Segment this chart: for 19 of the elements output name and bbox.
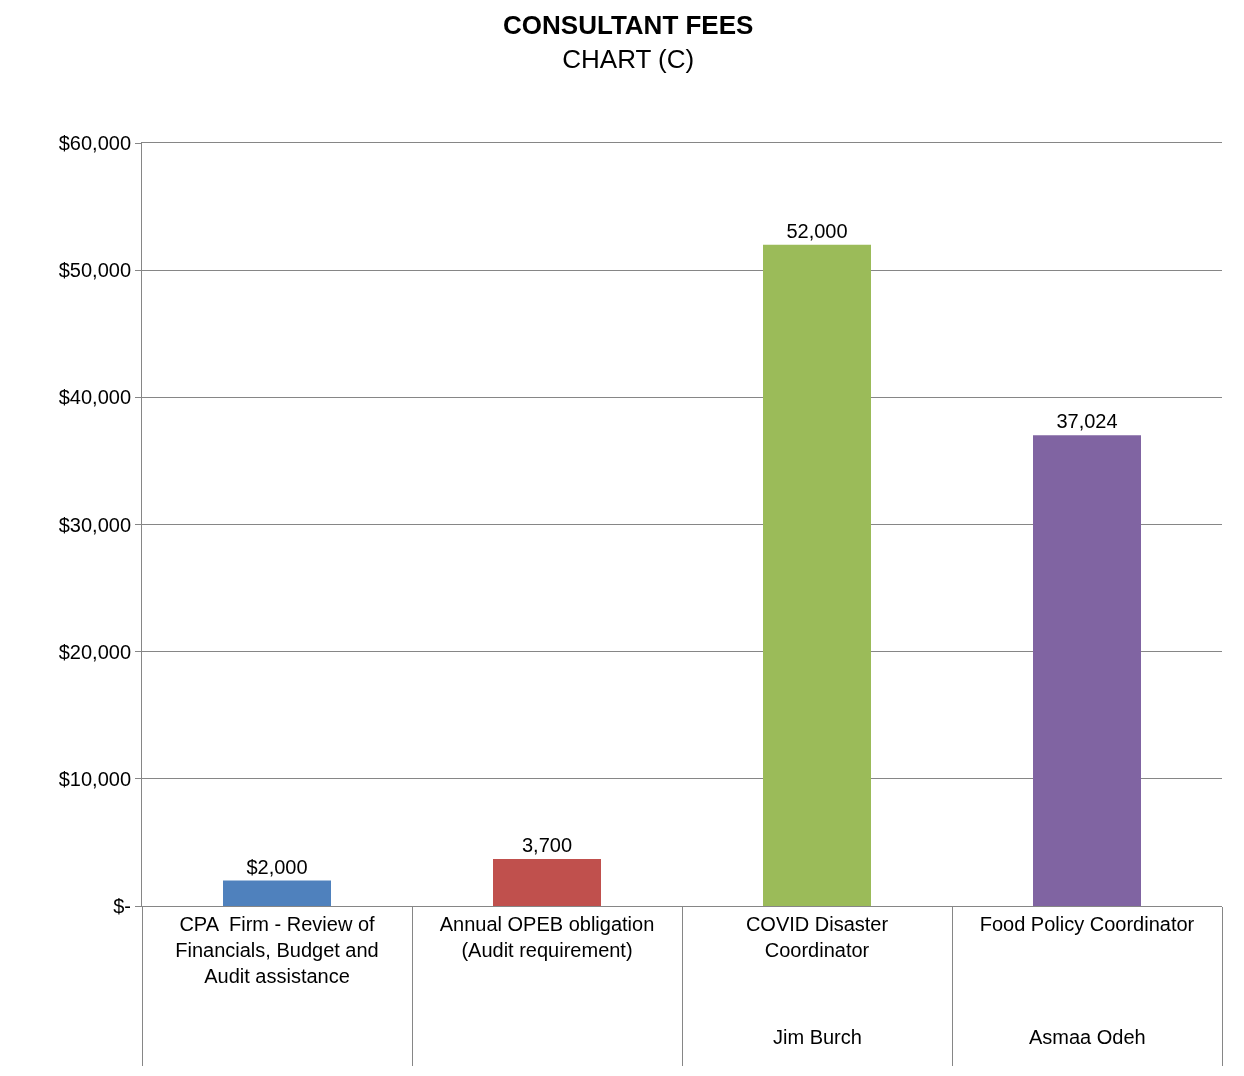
data-label: 3,700 xyxy=(521,833,573,856)
chart-title: CONSULTANT FEES xyxy=(503,10,754,41)
chart-subtitle: CHART (C) xyxy=(562,44,695,75)
x-tick-label: CPA Firm - Review of Financials, Budget and Audit assistance xyxy=(175,913,379,987)
y-tick-label: $40,000 xyxy=(58,386,131,409)
x-tick-label: Annual OPEB obligation (Audit requirement) xyxy=(439,913,655,961)
y-tick-label: $- xyxy=(113,895,131,917)
y-tick-label: $50,000 xyxy=(58,259,131,282)
text: Jim Burch xyxy=(773,1026,862,1048)
y-tick-label: $20,000 xyxy=(58,640,131,663)
x-tick-label: COVID Disaster Coordinator xyxy=(745,913,889,961)
text: Asmaa Odeh xyxy=(1029,1026,1146,1048)
data-label: 52,000 xyxy=(786,219,848,242)
data-label: $2,000 xyxy=(246,855,308,878)
y-tick-label: $60,000 xyxy=(58,132,131,154)
x-tick-label: Food Policy Coordinator xyxy=(979,913,1195,935)
y-tick-label: $30,000 xyxy=(58,513,131,536)
data-label: 37,024 xyxy=(1056,410,1118,433)
y-tick-label: $10,000 xyxy=(58,767,131,790)
